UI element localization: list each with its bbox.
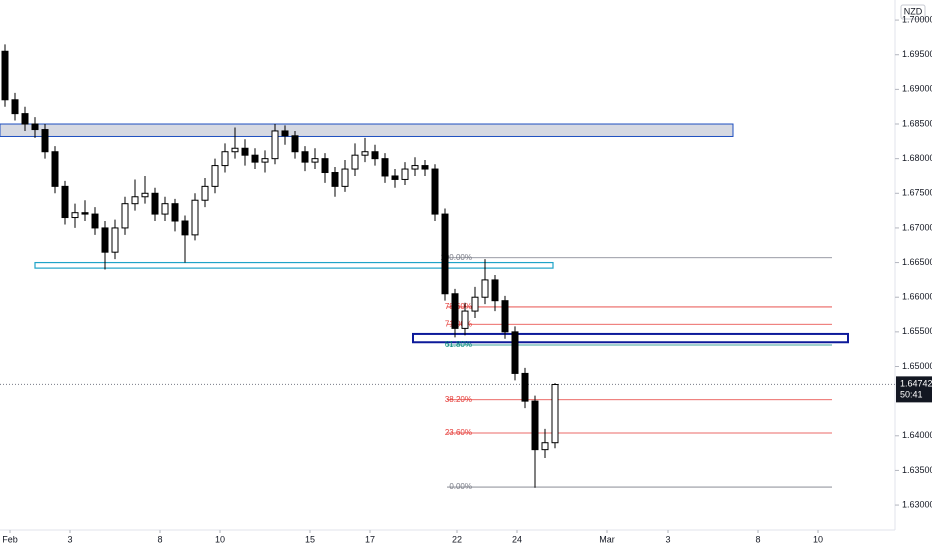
candle-body [341, 168, 349, 187]
candle-body [501, 300, 509, 333]
candle-body [121, 203, 129, 229]
candle-body [241, 147, 249, 156]
candle-body [111, 227, 119, 253]
candle-body [261, 158, 269, 163]
x-tick-label: 8 [157, 534, 162, 544]
zone [412, 332, 849, 344]
y-tick-label: 1.66500 [902, 257, 932, 267]
candle-body [301, 151, 309, 163]
candle-body [481, 279, 489, 298]
currency-badge [900, 4, 926, 20]
last-price-label: 1.64742 [900, 379, 932, 389]
candle-body [251, 154, 259, 163]
candle-body [181, 220, 189, 236]
candle-body [71, 212, 79, 219]
zone [0, 123, 734, 137]
last-price-box [896, 376, 932, 403]
candle-body [311, 158, 319, 163]
candle-body [91, 213, 99, 229]
zone [34, 261, 554, 269]
candle-body [461, 310, 469, 329]
y-tick-label: 1.68500 [902, 118, 932, 128]
candle-body [1, 50, 9, 101]
x-tick-label: 3 [67, 534, 72, 544]
x-tick-label: 22 [452, 534, 462, 544]
candle-body [131, 196, 139, 205]
y-tick-label: 1.69000 [902, 84, 932, 94]
candle-body [381, 158, 389, 177]
candle-body [281, 130, 289, 137]
y-tick-label: 1.65000 [902, 361, 932, 371]
x-tick-label: 17 [365, 534, 375, 544]
candle-body [211, 165, 219, 187]
candle-body [321, 158, 329, 174]
x-tick-label: Feb [2, 534, 18, 544]
y-tick-label: 1.68000 [902, 153, 932, 163]
candle-body [171, 203, 179, 222]
candle-body [271, 130, 279, 160]
candle-body [441, 213, 449, 295]
candle-body [541, 442, 549, 451]
candle-body [491, 279, 499, 302]
candle-body [21, 113, 29, 125]
candle-body [421, 165, 429, 170]
candle-body [231, 147, 239, 153]
y-tick-label: 1.67500 [902, 188, 932, 198]
candle-body [521, 372, 529, 402]
candle-body [371, 151, 379, 160]
candle-body [101, 227, 109, 253]
fib-label: 100.00% [440, 253, 472, 262]
x-tick-label: Mar [599, 534, 615, 544]
candle-body [431, 168, 439, 215]
candle-body [471, 296, 479, 312]
fib-label: 38.20% [445, 395, 472, 404]
candle-body [31, 123, 39, 131]
candle-body [141, 192, 149, 198]
fib-label: 23.60% [445, 428, 472, 437]
candle-body [411, 165, 419, 170]
currency: NZD [904, 6, 923, 16]
candle-body [41, 129, 49, 153]
candle-body [451, 293, 459, 329]
x-tick-label: 24 [512, 534, 522, 544]
x-tick-label: 8 [755, 534, 760, 544]
y-tick-label: 1.64000 [902, 430, 932, 440]
candle-body [401, 168, 409, 180]
x-tick-label: 15 [305, 534, 315, 544]
x-tick-label: 10 [813, 534, 823, 544]
y-tick-label: 1.67000 [902, 222, 932, 232]
candle-body [61, 185, 69, 219]
x-tick-label: 10 [215, 534, 225, 544]
fib-label: 61.80% [445, 340, 472, 349]
candle-body [161, 203, 169, 215]
candle-body [511, 331, 519, 374]
candle-body [11, 99, 19, 115]
candle-body [531, 400, 539, 451]
candle-body [51, 151, 59, 187]
candle-body [351, 154, 359, 170]
y-tick-label: 1.63000 [902, 499, 932, 509]
y-tick-label: 1.70000 [902, 14, 932, 24]
y-tick-label: 1.63500 [902, 465, 932, 475]
y-tick-label: 1.65500 [902, 326, 932, 336]
countdown: 50:41 [900, 390, 923, 400]
y-tick-label: 1.66000 [902, 292, 932, 302]
candle-body [291, 135, 299, 153]
candle-body [221, 151, 229, 167]
candle-body [191, 199, 199, 236]
candle-body [391, 175, 399, 180]
candle-body [151, 192, 159, 215]
candle-body [331, 172, 339, 187]
candle-body [361, 151, 369, 156]
x-tick-label: 3 [665, 534, 670, 544]
candle-body [551, 384, 559, 444]
fib-label: 0.00% [449, 482, 472, 491]
candle-body [201, 185, 209, 201]
candle-body [81, 212, 89, 215]
y-tick-label: 1.69500 [902, 49, 932, 59]
